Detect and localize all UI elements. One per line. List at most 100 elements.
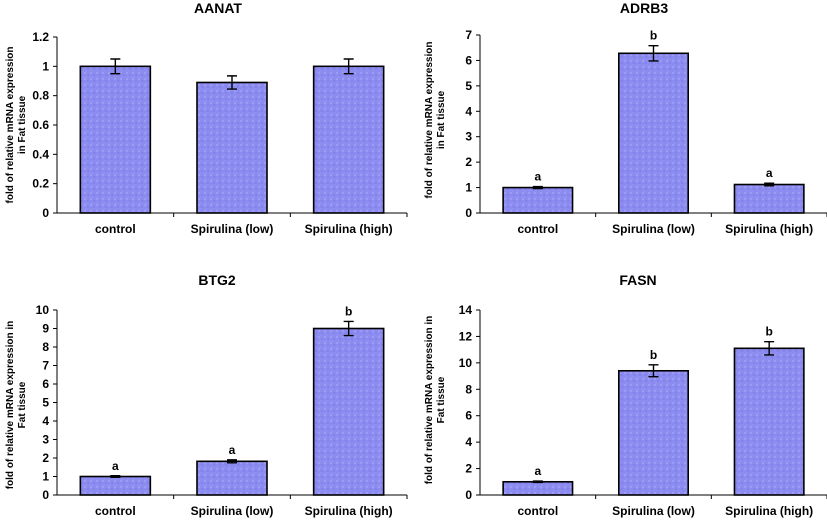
- error-bar: [110, 475, 121, 478]
- y-tick-label: 3: [42, 433, 49, 447]
- bar-control: [502, 480, 574, 496]
- y-tick-label: 0: [465, 488, 472, 502]
- y-tick-label: 8: [465, 382, 472, 396]
- y-tick-label: 12: [459, 329, 473, 343]
- chart-panel-btg2: BTG2 fold of relative mRNA expression inF…: [5, 272, 408, 518]
- error-bar: [648, 44, 659, 62]
- y-tick-label: 5: [465, 79, 472, 93]
- y-axis-label: fold of relative mRNA expression inFat t…: [5, 321, 28, 490]
- bar-spirulina-high: [312, 327, 385, 496]
- y-axis-label-line: in Fat tissue: [436, 90, 447, 149]
- y-tick-label: 4: [465, 104, 472, 118]
- x-tick-label: control: [517, 222, 558, 236]
- y-tick-label: 14: [459, 303, 473, 317]
- y-axis-label-line: fold of relative mRNA expression in: [424, 316, 435, 485]
- y-axis-label-line: fold of relative mRNA expression: [5, 47, 16, 204]
- x-tick-label: Spirulina (low): [191, 504, 274, 518]
- y-axis-label-line: in Fat tissue: [17, 95, 28, 154]
- y-tick-label: 2: [465, 462, 472, 476]
- y-tick-label: 1: [42, 470, 49, 484]
- chart-panel-aanat: AANAT fold of relative mRNA expressionin …: [5, 0, 408, 236]
- significance-label: a: [534, 464, 541, 478]
- y-tick-label: 1: [42, 59, 49, 73]
- y-tick-label: 4: [42, 414, 49, 428]
- y-tick-label: 7: [42, 359, 49, 373]
- y-tick-label: 0.4: [32, 147, 49, 161]
- y-tick-label: 10: [459, 356, 473, 370]
- x-tick-label: Spirulina (high): [305, 222, 393, 236]
- x-tick-label: Spirulina (high): [725, 222, 813, 236]
- bar-spirulina-high: [733, 183, 805, 214]
- y-tick-label: 2: [465, 155, 472, 169]
- y-tick-label: 6: [42, 377, 49, 391]
- x-tick-label: control: [95, 222, 136, 236]
- error-bar: [343, 320, 354, 337]
- error-bar: [532, 480, 543, 484]
- bar-control: [79, 475, 152, 496]
- y-tick-label: 3: [465, 130, 472, 144]
- chart-title: ADRB3: [620, 0, 668, 16]
- chart-panel-fasn: FASN fold of relative mRNA expression inF…: [424, 272, 827, 518]
- significance-label: a: [112, 459, 119, 473]
- significance-label: a: [229, 443, 236, 457]
- chart-title: BTG2: [198, 272, 236, 288]
- y-tick-label: 0.2: [32, 177, 49, 191]
- x-tick-label: Spirulina (low): [612, 504, 695, 518]
- y-tick-label: 0: [465, 206, 472, 220]
- y-axis-label: fold of relative mRNA expressionin Fat t…: [424, 42, 447, 199]
- bar-control: [502, 186, 574, 214]
- error-bar: [227, 459, 237, 464]
- y-tick-label: 1.2: [32, 30, 49, 44]
- bar-spirulina-low: [617, 52, 689, 214]
- chart-panel-adrb3: ADRB3 fold of relative mRNA expressionin …: [424, 0, 827, 236]
- y-tick-label: 0.8: [32, 89, 49, 103]
- y-tick-label: 7: [465, 28, 472, 42]
- x-tick-label: Spirulina (low): [612, 222, 695, 236]
- y-tick-label: 0: [42, 206, 49, 220]
- y-tick-label: 6: [465, 53, 472, 67]
- bar-spirulina-high: [312, 65, 385, 214]
- error-bar: [764, 182, 775, 187]
- error-bar: [343, 58, 354, 75]
- y-tick-label: 4: [465, 435, 472, 449]
- y-axis-label-line: fold of relative mRNA expression: [424, 42, 435, 199]
- significance-label: b: [650, 348, 657, 362]
- significance-label: b: [650, 29, 657, 43]
- significance-label: a: [534, 170, 541, 184]
- error-bar: [532, 185, 543, 190]
- y-tick-label: 8: [42, 340, 49, 354]
- bar-spirulina-low: [617, 369, 689, 496]
- x-tick-label: Spirulina (low): [191, 222, 274, 236]
- y-tick-label: 6: [465, 409, 472, 423]
- y-tick-label: 0.6: [32, 118, 49, 132]
- error-bar: [764, 341, 775, 356]
- x-tick-label: control: [517, 504, 558, 518]
- bar-spirulina-low: [196, 460, 268, 496]
- bar-spirulina-high: [733, 347, 805, 496]
- error-bar: [648, 364, 659, 378]
- y-axis-label-line: fold of relative mRNA expression in: [5, 321, 16, 490]
- y-tick-label: 0: [42, 488, 49, 502]
- y-tick-label: 1: [465, 181, 472, 195]
- chart-title: FASN: [619, 272, 656, 288]
- x-tick-label: Spirulina (high): [725, 504, 813, 518]
- x-tick-label: Spirulina (high): [305, 504, 393, 518]
- y-axis-label-line: Fat tissue: [17, 381, 28, 428]
- y-tick-label: 2: [42, 451, 49, 465]
- error-bar: [227, 75, 237, 90]
- bar-control: [79, 65, 152, 214]
- y-tick-label: 10: [36, 303, 50, 317]
- significance-label: b: [345, 304, 352, 318]
- y-axis-label: fold of relative mRNA expressionin Fat t…: [5, 47, 28, 204]
- y-axis-label: fold of relative mRNA expression inFat t…: [424, 316, 447, 485]
- error-bar: [110, 58, 121, 75]
- significance-label: a: [766, 166, 773, 180]
- y-tick-label: 5: [42, 396, 49, 410]
- y-tick-label: 9: [42, 322, 49, 336]
- x-tick-label: control: [95, 504, 136, 518]
- significance-label: b: [765, 325, 772, 339]
- y-axis-label-line: Fat tissue: [436, 376, 447, 423]
- bar-spirulina-low: [196, 81, 268, 214]
- chart-title: AANAT: [194, 0, 242, 16]
